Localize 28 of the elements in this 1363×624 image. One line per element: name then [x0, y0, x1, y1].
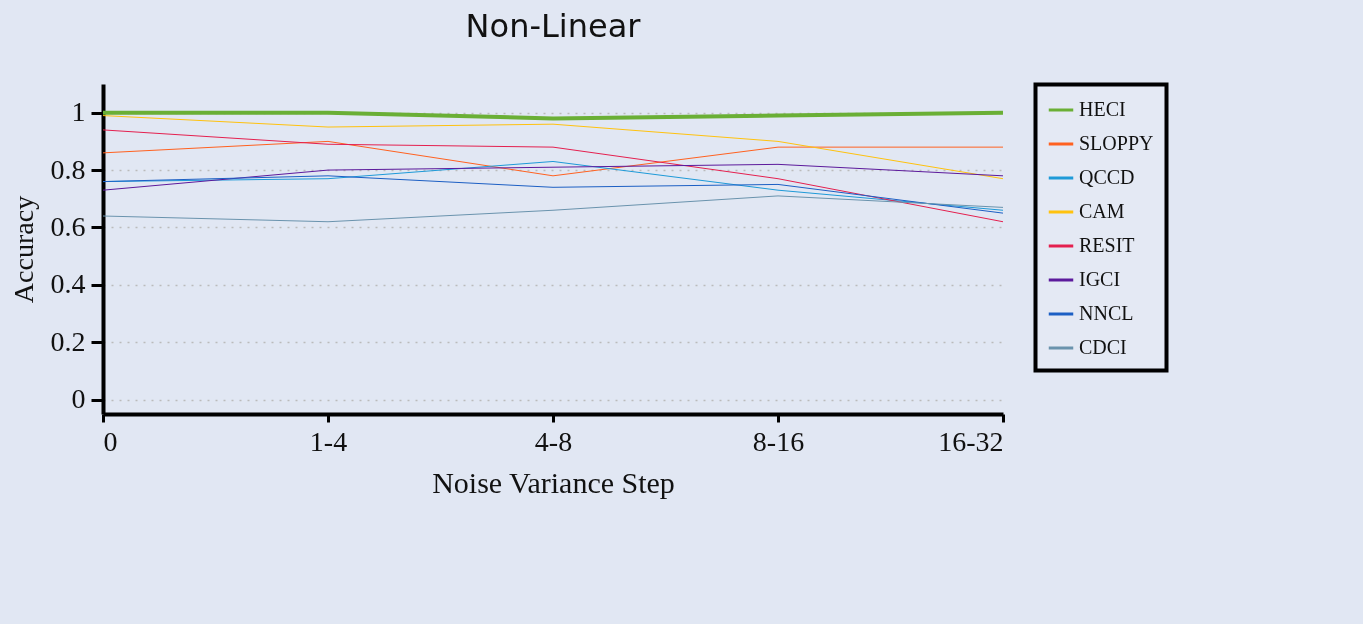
x-tick-label: 16-32	[938, 425, 1004, 457]
y-axis-title: Accuracy	[7, 195, 39, 304]
y-tick-label: 0.8	[50, 153, 86, 185]
line-series	[102, 195, 1004, 223]
line-series	[102, 163, 1004, 191]
y-tick-label: 0.2	[50, 325, 86, 357]
x-tick-label: 0	[103, 425, 118, 457]
y-tick-label: 0.4	[50, 268, 86, 300]
line-series	[102, 175, 1004, 214]
x-axis-title: Noise Variance Step	[432, 465, 675, 499]
legend-label: QCCD	[1079, 166, 1135, 188]
x-tick-label: 1-4	[309, 425, 348, 457]
line-series	[102, 129, 1004, 223]
chart-title: Non-Linear	[465, 6, 642, 45]
x-tick-label: 8-16	[752, 425, 805, 457]
legend-label: CAM	[1079, 200, 1125, 222]
legend-label: SLOPPY	[1079, 132, 1154, 154]
line-series	[102, 115, 1004, 180]
legend-label: HECI	[1079, 98, 1126, 120]
legend-label: RESIT	[1079, 234, 1135, 256]
legend-label: NNCL	[1079, 302, 1134, 324]
y-tick-label: 0.6	[50, 210, 86, 242]
legend-label: IGCI	[1079, 268, 1121, 290]
line-series	[102, 140, 1004, 177]
y-tick-label: 1	[71, 96, 86, 128]
legend-label: CDCI	[1079, 336, 1127, 358]
y-tick-label: 0	[71, 383, 86, 415]
x-tick-label: 4-8	[534, 425, 573, 457]
